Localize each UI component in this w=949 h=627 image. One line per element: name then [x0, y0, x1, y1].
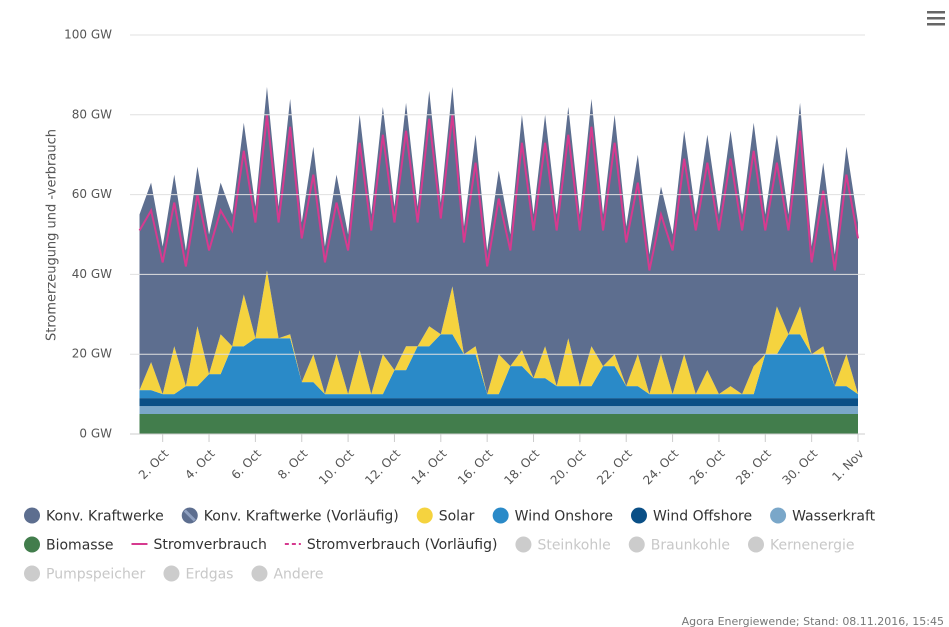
- plot-area: [138, 86, 859, 434]
- y-tick-label: 40 GW: [72, 267, 112, 281]
- legend-symbol: [515, 536, 532, 553]
- legend-label: Biomasse: [46, 538, 113, 554]
- legend-item[interactable]: Wind Offshore: [630, 507, 752, 525]
- legend-symbol: [748, 536, 764, 553]
- y-tick-label: 20 GW: [72, 347, 112, 361]
- legend-symbol: [416, 507, 433, 524]
- y-axis-title: Stromerzeugung und -verbrauch: [45, 129, 60, 341]
- x-tick-label: 24. Oct: [640, 446, 681, 487]
- legend-label: Wind Offshore: [653, 509, 752, 525]
- legend-label: Andere: [273, 567, 323, 583]
- legend-item[interactable]: Pumpspeicher: [24, 565, 145, 583]
- x-tick-label: 14. Oct: [409, 446, 450, 487]
- legend-item[interactable]: Braunkohle: [628, 536, 730, 554]
- legend-label: Konv. Kraftwerke: [46, 509, 164, 525]
- area: [139, 270, 858, 395]
- legend-symbol: [24, 507, 40, 524]
- legend-symbol: [492, 507, 509, 524]
- legend-item[interactable]: Wasserkraft: [770, 507, 876, 525]
- line: [138, 114, 859, 271]
- x-tick-label: 28. Oct: [733, 446, 774, 487]
- x-tick-label: 22. Oct: [594, 446, 635, 487]
- x-tick-label: 2. Oct: [136, 446, 172, 482]
- legend-label: Erdgas: [185, 567, 233, 583]
- legend-label: Steinkohle: [537, 538, 610, 554]
- legend-item[interactable]: Erdgas: [163, 565, 233, 583]
- x-tick-label: 1. Nov: [829, 447, 866, 484]
- y-tick-label: 100 GW: [64, 28, 112, 42]
- legend-item[interactable]: Steinkohle: [515, 536, 611, 554]
- x-tick-label: 8. Oct: [275, 446, 311, 482]
- legend-item[interactable]: Andere: [251, 565, 323, 583]
- x-tick-label: 12. Oct: [362, 446, 403, 487]
- area: [139, 414, 858, 434]
- legend-label: Solar: [439, 509, 475, 525]
- legend-symbol: [628, 536, 645, 553]
- legend-label: Wasserkraft: [792, 509, 876, 525]
- legend-item[interactable]: Solar: [416, 507, 475, 525]
- menu-bar: [927, 11, 945, 14]
- legend-symbol: [770, 507, 787, 524]
- area: [139, 86, 858, 395]
- y-tick-label: 0 GW: [79, 427, 112, 441]
- menu-bar: [927, 17, 945, 20]
- legend-item[interactable]: Biomasse: [24, 536, 113, 554]
- x-tick-label: 16. Oct: [455, 446, 496, 487]
- menu-icon[interactable]: [927, 11, 945, 26]
- legend-label: Kernenergie: [770, 538, 854, 554]
- legend-symbol: [163, 565, 180, 582]
- legend-label: Pumpspeicher: [46, 567, 145, 583]
- x-tick-label: 6. Oct: [229, 446, 265, 482]
- x-tick-label: 18. Oct: [501, 446, 542, 487]
- y-tick-label: 60 GW: [72, 187, 112, 201]
- legend-item[interactable]: Konv. Kraftwerke: [24, 507, 164, 525]
- legend-symbol: [24, 536, 40, 553]
- legend-item[interactable]: Stromverbrauch (Vorläufig): [284, 537, 498, 553]
- x-tick-label: 26. Oct: [687, 446, 728, 487]
- legend-symbol: [251, 565, 268, 582]
- legend-label: Stromverbrauch: [153, 537, 266, 553]
- legend-item[interactable]: Wind Onshore: [492, 507, 613, 525]
- x-tick-label: 20. Oct: [548, 446, 589, 487]
- legend-item[interactable]: Kernenergie: [748, 536, 854, 554]
- legend-label: Wind Onshore: [515, 509, 613, 525]
- legend-symbol: [24, 565, 40, 582]
- area: [139, 334, 858, 399]
- x-tick-label: 4. Oct: [182, 446, 218, 482]
- x-tick-label: 30. Oct: [779, 446, 820, 487]
- legend-hatch: [183, 509, 196, 522]
- legend-item[interactable]: Konv. Kraftwerke (Vorläufig): [181, 507, 399, 525]
- legend-symbol: [630, 507, 647, 524]
- area: [139, 406, 858, 415]
- legend-label: Braunkohle: [651, 538, 730, 554]
- x-tick-label: 10. Oct: [316, 446, 357, 487]
- menu-bar: [927, 23, 945, 26]
- legend-label: Stromverbrauch (Vorläufig): [307, 537, 498, 553]
- legend-item[interactable]: Stromverbrauch: [131, 537, 267, 553]
- legend-label: Konv. Kraftwerke (Vorläufig): [204, 509, 399, 525]
- y-tick-label: 80 GW: [72, 107, 112, 121]
- credit: Agora Energiewende; Stand: 08.11.2016, 1…: [682, 615, 944, 627]
- area: [139, 398, 858, 407]
